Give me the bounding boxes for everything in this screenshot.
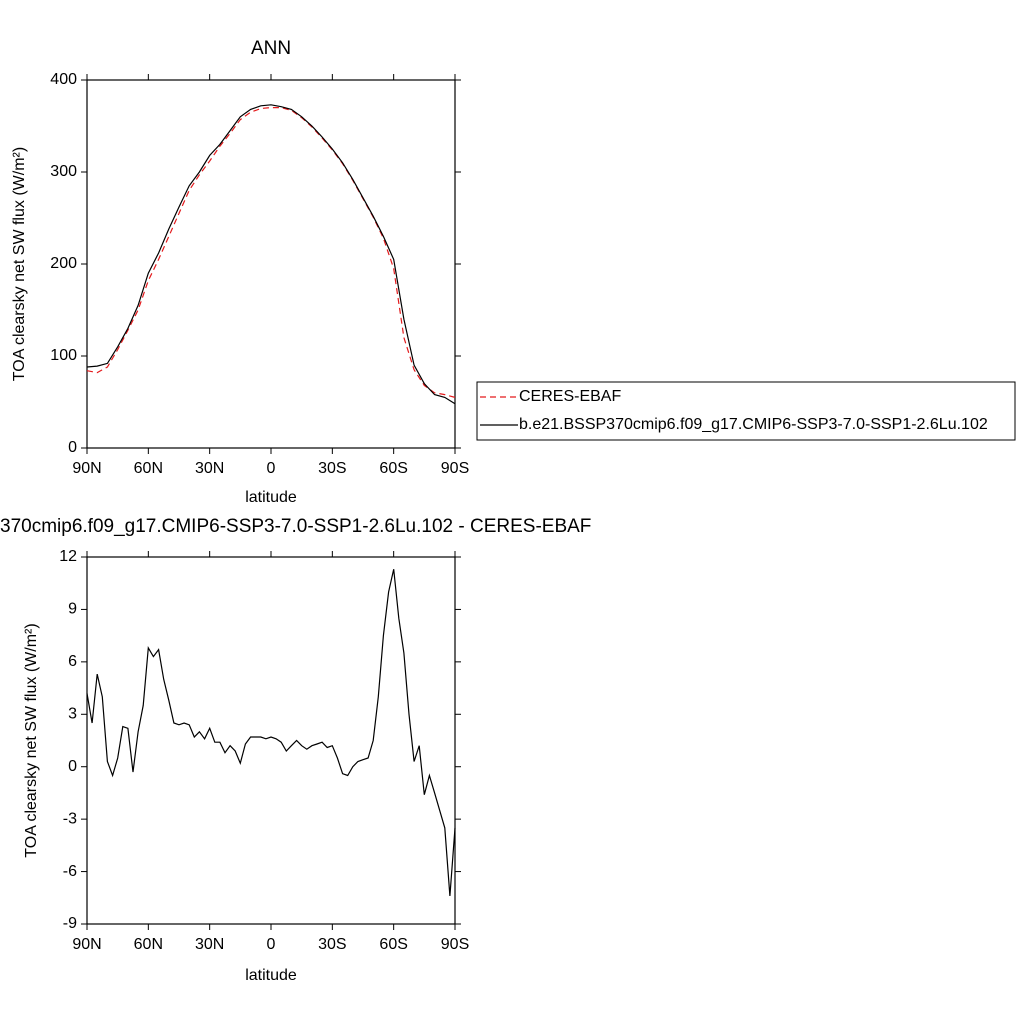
x-tick-label: 30S bbox=[318, 936, 346, 953]
x-tick-label: 60S bbox=[379, 460, 407, 477]
y-tick-label: -3 bbox=[63, 810, 77, 827]
y-tick-label: 100 bbox=[50, 347, 77, 364]
x-tick-label: 30N bbox=[195, 460, 224, 477]
x-tick-label: 30N bbox=[195, 936, 224, 953]
y-axis-label: TOA clearsky net SW flux (W/m²) bbox=[23, 623, 40, 857]
y-tick-label: -9 bbox=[63, 915, 77, 932]
data-line bbox=[86, 107, 456, 398]
chart-title: ANN bbox=[251, 38, 291, 59]
x-tick-label: 60S bbox=[379, 936, 407, 953]
x-axis-label: latitude bbox=[245, 967, 297, 984]
chart-title: 370cmip6.f09_g17.CMIP6-SSP3-7.0-SSP1-2.6… bbox=[0, 516, 591, 537]
y-tick-label: 3 bbox=[68, 706, 77, 723]
y-tick-label: -6 bbox=[63, 863, 77, 880]
legend-label: CERES-EBAF bbox=[519, 388, 621, 405]
plot-frame bbox=[86, 556, 456, 925]
x-axis-label: latitude bbox=[245, 489, 297, 506]
x-tick-label: 0 bbox=[267, 460, 276, 477]
x-tick-label: 90N bbox=[72, 936, 101, 953]
y-tick-label: 300 bbox=[50, 163, 77, 180]
y-tick-label: 0 bbox=[68, 758, 77, 775]
x-tick-label: 60N bbox=[134, 460, 163, 477]
legend-box bbox=[476, 381, 1016, 441]
legend-label: b.e21.BSSP370cmip6.f09_g17.CMIP6-SSP3-7.… bbox=[519, 416, 988, 433]
x-tick-label: 90S bbox=[441, 460, 469, 477]
y-tick-label: 9 bbox=[68, 601, 77, 618]
x-tick-label: 60N bbox=[134, 936, 163, 953]
x-tick-label: 0 bbox=[267, 936, 276, 953]
data-line bbox=[86, 569, 456, 897]
y-tick-label: 200 bbox=[50, 255, 77, 272]
plot-frame bbox=[86, 79, 456, 449]
y-tick-label: 6 bbox=[68, 653, 77, 670]
y-tick-label: 0 bbox=[68, 439, 77, 456]
data-line bbox=[86, 104, 456, 405]
y-axis-label: TOA clearsky net SW flux (W/m²) bbox=[11, 147, 28, 381]
y-tick-label: 400 bbox=[50, 71, 77, 88]
x-tick-label: 30S bbox=[318, 460, 346, 477]
y-tick-label: 12 bbox=[59, 548, 77, 565]
x-tick-label: 90S bbox=[441, 936, 469, 953]
x-tick-label: 90N bbox=[72, 460, 101, 477]
